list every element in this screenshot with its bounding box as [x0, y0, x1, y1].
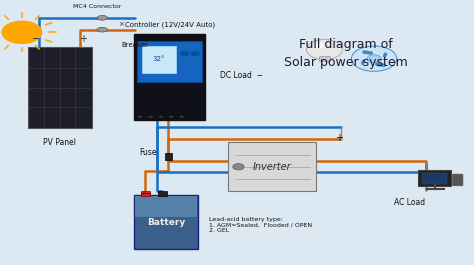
Circle shape	[2, 21, 42, 43]
Ellipse shape	[97, 15, 108, 20]
FancyBboxPatch shape	[422, 173, 447, 184]
FancyBboxPatch shape	[142, 46, 176, 73]
Circle shape	[148, 115, 154, 118]
FancyArrowPatch shape	[364, 52, 371, 53]
Circle shape	[179, 115, 184, 118]
Text: ×: ×	[118, 21, 124, 28]
Text: Battery: Battery	[147, 218, 185, 227]
Text: Lead-acid battery type:
1. AGM=Sealed,  Flooded / OPEN
2. GEL: Lead-acid battery type: 1. AGM=Sealed, F…	[209, 217, 312, 233]
Circle shape	[233, 164, 244, 170]
FancyArrowPatch shape	[377, 64, 384, 65]
Text: PV Panel: PV Panel	[43, 138, 76, 147]
Circle shape	[316, 43, 323, 48]
Circle shape	[168, 115, 174, 118]
Text: MC4 Connector: MC4 Connector	[73, 4, 122, 8]
Text: +: +	[335, 134, 343, 143]
FancyBboxPatch shape	[418, 170, 451, 186]
Ellipse shape	[97, 27, 108, 32]
FancyBboxPatch shape	[228, 142, 317, 191]
Text: Full diagram of
Solar power system: Full diagram of Solar power system	[284, 38, 408, 69]
Text: −: −	[32, 34, 40, 44]
Bar	[141, 191, 150, 196]
Text: Inverter: Inverter	[253, 162, 292, 172]
FancyBboxPatch shape	[134, 34, 205, 120]
Text: 32°: 32°	[153, 56, 165, 63]
Text: +: +	[80, 34, 87, 44]
Circle shape	[181, 51, 189, 56]
FancyBboxPatch shape	[135, 196, 197, 217]
Circle shape	[191, 51, 199, 56]
FancyBboxPatch shape	[134, 195, 198, 249]
Circle shape	[307, 39, 342, 59]
Text: Fuse: Fuse	[139, 148, 156, 157]
FancyBboxPatch shape	[453, 174, 463, 186]
FancyBboxPatch shape	[27, 47, 92, 128]
FancyArrowPatch shape	[384, 54, 385, 56]
Bar	[319, 56, 330, 61]
Bar	[158, 191, 166, 196]
Circle shape	[137, 115, 143, 118]
Circle shape	[158, 115, 164, 118]
FancyArrowPatch shape	[363, 61, 364, 63]
FancyBboxPatch shape	[137, 41, 202, 82]
Circle shape	[367, 55, 381, 63]
Bar	[164, 153, 172, 160]
Text: AC Load: AC Load	[394, 198, 425, 207]
Text: DC Load  −: DC Load −	[220, 71, 263, 80]
Text: Controller (12V/24V Auto): Controller (12V/24V Auto)	[125, 22, 215, 28]
Circle shape	[351, 46, 397, 71]
Text: Breaker: Breaker	[121, 42, 148, 48]
